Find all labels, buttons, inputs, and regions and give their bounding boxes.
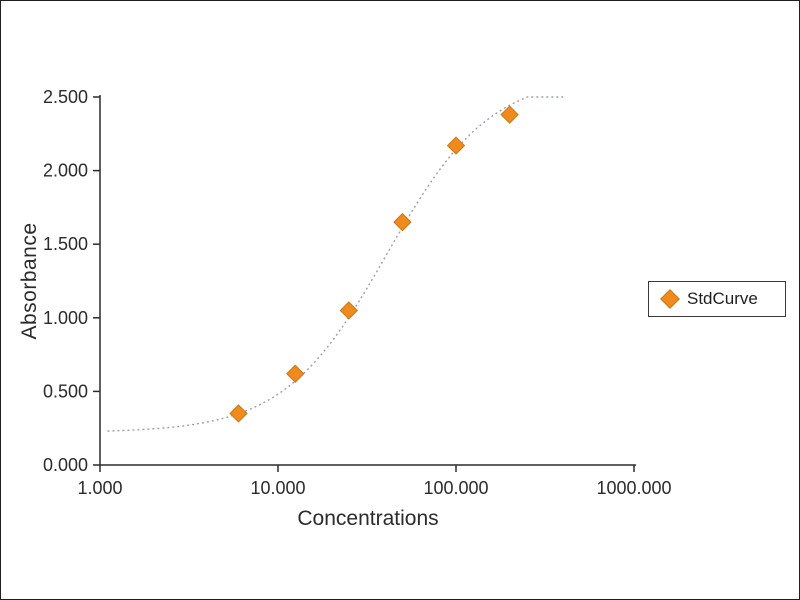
legend: StdCurve [648,281,786,317]
legend-label: StdCurve [687,289,758,308]
svg-text:1000.000: 1000.000 [596,478,671,498]
svg-text:10.000: 10.000 [250,478,305,498]
svg-text:1.000: 1.000 [77,478,122,498]
svg-text:100.000: 100.000 [423,478,488,498]
svg-text:2.500: 2.500 [43,87,88,107]
svg-text:2.000: 2.000 [43,161,88,181]
svg-text:0.000: 0.000 [43,455,88,475]
svg-text:1.000: 1.000 [43,308,88,328]
y-axis-title: Absorbance [18,222,41,340]
svg-text:1.500: 1.500 [43,234,88,254]
x-axis-title: Concentrations [297,507,439,530]
svg-text:0.500: 0.500 [43,381,88,401]
stdcurve-diamond-icon [660,289,680,309]
